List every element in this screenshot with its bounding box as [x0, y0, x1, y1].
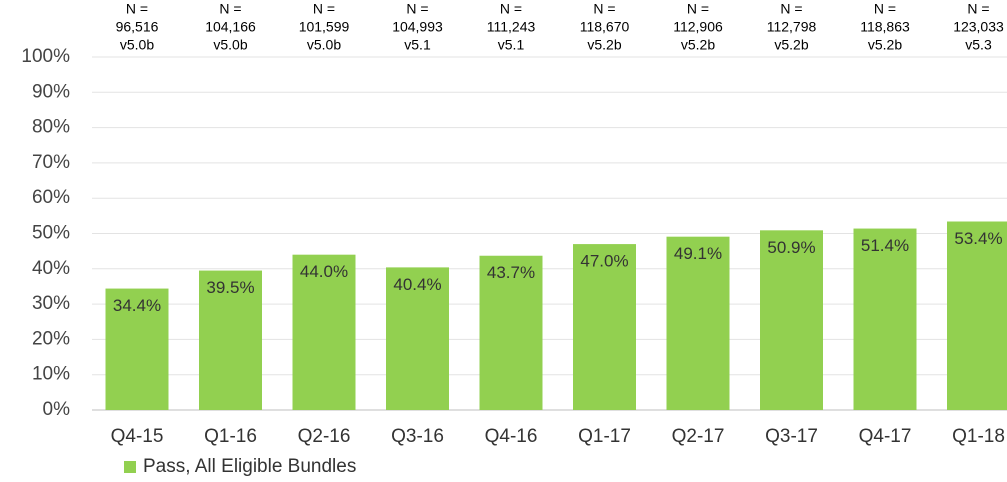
- bar: [105, 288, 169, 410]
- y-tick-label: 10%: [32, 364, 70, 385]
- y-tick-label: 80%: [32, 117, 70, 138]
- x-tick-label: Q2-16: [298, 426, 351, 447]
- n-prefix: N =: [874, 1, 896, 17]
- value-label: 34.4%: [113, 296, 161, 315]
- y-tick-label: 30%: [32, 293, 70, 314]
- x-tick-label: Q1-17: [578, 426, 631, 447]
- legend-swatch: [124, 461, 136, 473]
- y-tick-label: 50%: [32, 223, 70, 244]
- x-tick-label: Q4-17: [859, 426, 912, 447]
- version: v5.1: [498, 37, 525, 53]
- version: v5.0b: [307, 37, 341, 53]
- x-tick-label: Q3-17: [765, 426, 818, 447]
- value-label: 40.4%: [393, 275, 441, 294]
- y-tick-label: 0%: [43, 399, 71, 420]
- y-tick-label: 70%: [32, 152, 70, 173]
- n-prefix: N =: [126, 1, 148, 17]
- version: v5.3: [965, 37, 992, 53]
- n-prefix: N =: [500, 1, 522, 17]
- n-prefix: N =: [687, 1, 709, 17]
- n-prefix: N =: [593, 1, 615, 17]
- y-tick-label: 40%: [32, 258, 70, 279]
- n-prefix: N =: [406, 1, 428, 17]
- value-label: 53.4%: [954, 229, 1002, 248]
- value-label: 44.0%: [300, 262, 348, 281]
- legend-label: Pass, All Eligible Bundles: [143, 456, 356, 477]
- n-count: 104,993: [392, 19, 443, 35]
- x-tick-label: Q1-16: [204, 426, 257, 447]
- y-tick-label: 100%: [21, 46, 70, 67]
- bar: [479, 255, 543, 410]
- n-prefix: N =: [967, 1, 989, 17]
- value-label: 50.9%: [767, 238, 815, 257]
- bar: [386, 267, 449, 410]
- value-label: 47.0%: [580, 252, 628, 271]
- value-label: 43.7%: [487, 263, 535, 282]
- x-tick-label: Q2-17: [672, 426, 725, 447]
- bar: [853, 228, 917, 410]
- version: v5.2b: [681, 37, 715, 53]
- y-tick-label: 60%: [32, 187, 70, 208]
- n-prefix: N =: [313, 1, 335, 17]
- bar: [947, 221, 1007, 410]
- n-count: 111,243: [487, 19, 536, 35]
- bar: [573, 244, 636, 410]
- n-count: 118,863: [860, 19, 910, 35]
- bar: [199, 270, 262, 410]
- n-prefix: N =: [219, 1, 241, 17]
- version: v5.1: [404, 37, 431, 53]
- x-tick-label: Q1-18: [952, 426, 1005, 447]
- y-tick-label: 90%: [32, 81, 70, 102]
- version: v5.2b: [774, 37, 808, 53]
- n-count: 104,166: [205, 19, 256, 35]
- x-tick-label: Q3-16: [391, 426, 444, 447]
- n-count: 96,516: [116, 19, 159, 35]
- n-count: 112,906: [673, 19, 723, 35]
- bar: [292, 254, 356, 410]
- bar: [760, 230, 823, 410]
- x-tick-label: Q4-16: [485, 426, 538, 447]
- value-label: 51.4%: [861, 236, 909, 255]
- value-label: 39.5%: [206, 278, 254, 297]
- y-tick-label: 20%: [32, 328, 70, 349]
- version: v5.0b: [120, 37, 154, 53]
- version: v5.2b: [587, 37, 621, 53]
- n-count: 101,599: [299, 19, 350, 35]
- value-label: 49.1%: [674, 244, 722, 263]
- bar: [666, 236, 730, 410]
- version: v5.0b: [213, 37, 247, 53]
- n-count: 112,798: [767, 19, 817, 35]
- n-prefix: N =: [780, 1, 802, 17]
- x-tick-label: Q4-15: [111, 426, 164, 447]
- version: v5.2b: [868, 37, 902, 53]
- n-count: 118,670: [580, 19, 630, 35]
- n-count: 123,033: [953, 19, 1004, 35]
